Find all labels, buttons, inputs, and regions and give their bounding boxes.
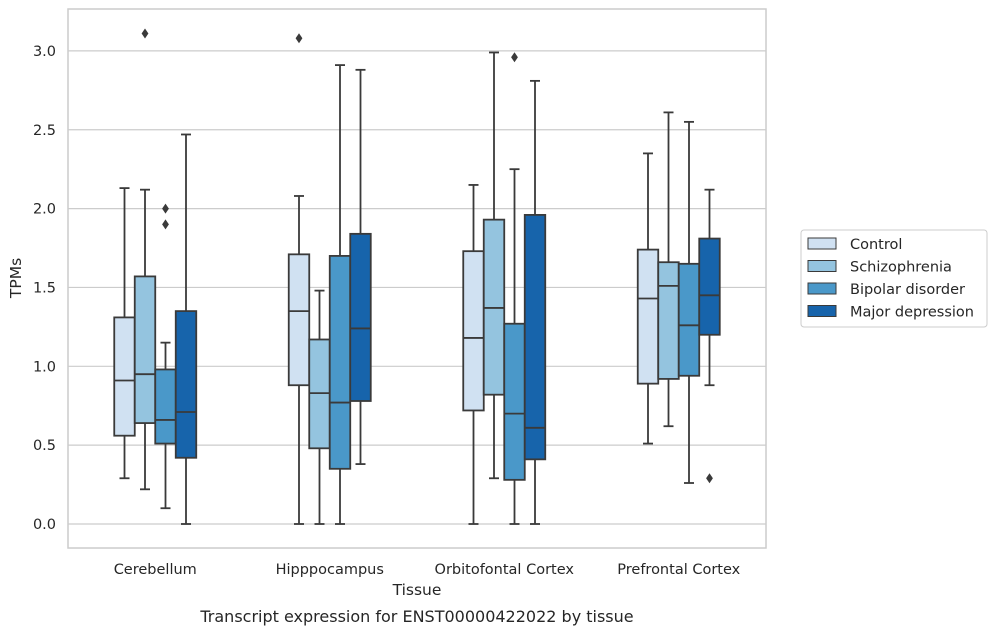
legend-swatch: [807, 305, 837, 317]
y-axis-ticks: 0.0 0.5 1.0 1.5 2.0 2.5 3.0: [33, 44, 56, 533]
box-group: [677, 120, 701, 484]
box: [133, 275, 157, 424]
legend-frame: [800, 229, 988, 328]
legend-swatch: [807, 237, 837, 250]
x-tick-label: Hipppocampus: [276, 562, 384, 578]
box-group: [133, 28, 157, 491]
outlier-point: [162, 203, 169, 214]
box-group: [636, 152, 660, 445]
outlier-point: [162, 219, 169, 230]
box: [287, 253, 311, 387]
box-group: [308, 289, 331, 525]
x-tick-label: Cerebellum: [114, 562, 197, 578]
box: [174, 310, 198, 459]
box: [636, 248, 660, 385]
box: [462, 250, 485, 412]
box-group: [503, 52, 526, 525]
chart-caption: Transcript expression for ENST0000042202…: [199, 607, 633, 626]
y-tick-label: 2.0: [33, 202, 56, 218]
outlier-point: [706, 473, 713, 484]
outlier-point: [141, 28, 149, 39]
x-tick-label: Orbitofontal Cortex: [435, 562, 575, 578]
legend-label: Bipolar disorder: [850, 282, 965, 298]
legend-label: Control: [850, 237, 902, 253]
box: [349, 232, 372, 402]
legend-label: Schizophrenia: [850, 260, 952, 276]
x-axis-label: Tissue: [392, 581, 442, 599]
y-axis-label: TPMs: [7, 258, 25, 299]
box-group: [328, 64, 352, 525]
legend-label: Major depression: [850, 305, 974, 321]
box-group: [154, 203, 177, 510]
x-axis-ticks: Cerebellum Hipppocampus Orbitofontal Corte…: [114, 562, 741, 578]
box-group: [174, 133, 198, 525]
y-tick-label: 2.5: [33, 123, 56, 139]
outlier-point: [511, 52, 518, 63]
box: [677, 262, 701, 377]
box: [657, 261, 680, 380]
legend-swatch: [807, 260, 837, 272]
box-group: [657, 111, 680, 428]
box-group: [698, 188, 721, 484]
box-group: [287, 33, 311, 525]
y-tick-label: 0.0: [33, 517, 56, 533]
y-tick-label: 0.5: [33, 438, 56, 454]
y-tick-label: 1.0: [33, 359, 56, 375]
legend-swatch: [807, 282, 837, 295]
box-group: [462, 184, 485, 525]
legend: Control Schizophrenia Bipolar disorder Majo…: [800, 229, 988, 328]
outlier-point: [295, 33, 303, 44]
box-group: [113, 187, 136, 480]
box: [154, 368, 177, 445]
box-group: [349, 68, 372, 465]
box: [328, 255, 352, 470]
x-tick-label: Prefrontal Cortex: [617, 562, 740, 578]
box: [523, 214, 547, 461]
box: [503, 322, 526, 481]
plot-frame: [67, 8, 767, 549]
box: [698, 237, 721, 336]
y-tick-label: 1.5: [33, 280, 56, 296]
plot-area: [113, 28, 721, 525]
box-group: [523, 79, 547, 525]
box-group: [482, 51, 506, 480]
box: [113, 316, 136, 437]
y-tick-label: 3.0: [33, 44, 56, 60]
